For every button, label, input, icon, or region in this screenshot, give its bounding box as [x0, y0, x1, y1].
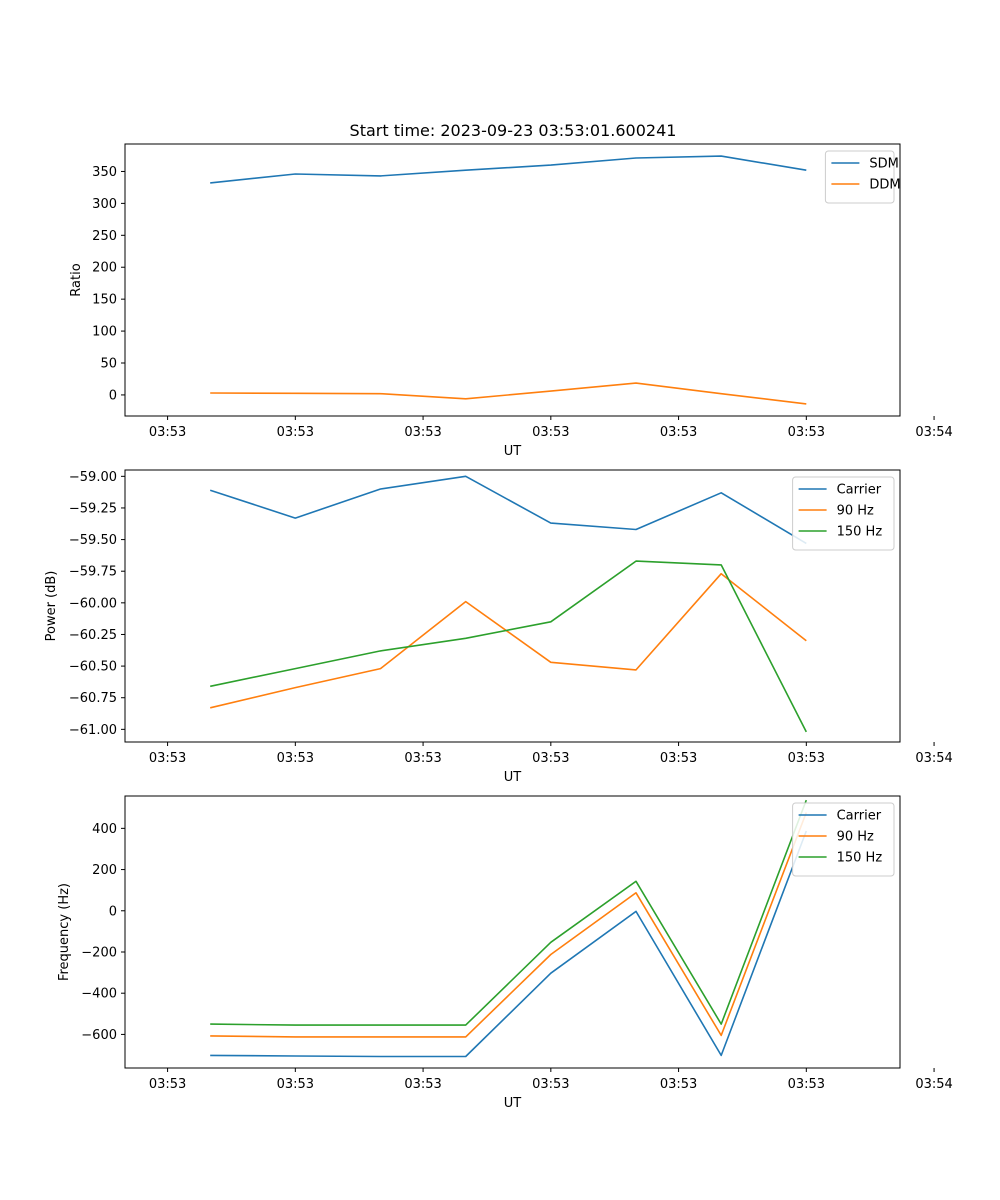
y-tick-label: 350	[92, 165, 117, 180]
x-tick-label: 03:54	[915, 751, 952, 766]
y-tick-label: −200	[81, 945, 117, 960]
y-tick-label: 100	[92, 325, 117, 340]
legend-label: DDM	[869, 178, 900, 193]
x-tick-label: 03:53	[277, 1077, 314, 1092]
y-tick-label: 200	[92, 863, 117, 878]
y-tick-label: −59.00	[69, 470, 117, 485]
x-tick-label: 03:53	[404, 751, 441, 766]
chart-panel-2: 03:53 03:53 03:53 03:53 03:53 03:53 03:54 −61.0…	[44, 469, 953, 785]
legend-label: Carrier	[837, 809, 882, 824]
y-tick-label: 300	[92, 197, 117, 212]
y-tick-label: 0	[109, 904, 117, 919]
series-line-ddm	[210, 382, 807, 405]
series-line-carrier	[210, 830, 808, 1058]
x-tick-label: 03:53	[532, 1077, 569, 1092]
series-line-150-hz	[210, 799, 808, 1026]
series-line-sdm	[210, 155, 807, 184]
x-tick-label: 03:54	[915, 1077, 952, 1092]
x-tick-label: 03:53	[788, 1077, 825, 1092]
y-tick-label: −59.25	[69, 501, 117, 516]
legend-label: 90 Hz	[837, 504, 874, 519]
x-tick-label: 03:53	[532, 425, 569, 440]
x-tick-label: 03:53	[660, 751, 697, 766]
y-tick-label: 50	[100, 357, 117, 372]
legend-label: SDM	[869, 157, 898, 172]
y-axis-label: Frequency (Hz)	[57, 883, 72, 981]
x-axis-label: UT	[504, 1096, 522, 1111]
axes-frame	[124, 795, 901, 1069]
legend: SDM DDM	[824, 150, 901, 204]
series-line-90-hz	[210, 572, 807, 709]
figure-title: Start time: 2023-09-23 03:53:01.600241	[350, 121, 677, 140]
series-line-carrier	[209, 475, 807, 545]
x-tick-label: 03:53	[788, 751, 825, 766]
legend: Carrier 90 Hz 150 Hz	[792, 476, 895, 551]
axes-frame	[124, 469, 901, 743]
y-tick-label: 0	[109, 388, 117, 403]
legend-label: 90 Hz	[837, 830, 874, 845]
x-tick-label: 03:53	[660, 1077, 697, 1092]
series-lines	[210, 799, 808, 1058]
x-tick-label: 03:53	[149, 425, 186, 440]
legend-label: 150 Hz	[837, 525, 883, 540]
y-tick-label: −60.25	[69, 628, 117, 643]
series-line-90-hz	[210, 812, 808, 1038]
x-tick-label: 03:53	[149, 751, 186, 766]
y-tick-label: 250	[92, 229, 117, 244]
x-tick-label: 03:53	[277, 751, 314, 766]
y-tick-label: 150	[92, 293, 117, 308]
legend-label: Carrier	[837, 483, 882, 498]
x-axis-label: UT	[504, 770, 522, 785]
x-tick-label: 03:53	[788, 425, 825, 440]
x-tick-label: 03:53	[404, 1077, 441, 1092]
chart-panels: 03:53 03:53 03:53 03:53 03:53 03:53 03:54 0 50 10…	[44, 143, 953, 1111]
series-lines	[210, 155, 807, 405]
y-tick-label: −60.50	[69, 660, 117, 675]
legend-label: 150 Hz	[837, 851, 883, 866]
y-axis-label: Ratio	[69, 263, 84, 296]
y-tick-label: −59.75	[69, 565, 117, 580]
axes-frame	[124, 143, 901, 417]
x-tick-label: 03:53	[404, 425, 441, 440]
x-tick-label: 03:53	[660, 425, 697, 440]
y-tick-label: −60.75	[69, 691, 117, 706]
y-axis-label: Power (dB)	[44, 571, 59, 642]
y-tick-label: −600	[81, 1028, 117, 1043]
x-tick-label: 03:53	[532, 751, 569, 766]
series-lines	[209, 475, 808, 733]
x-tick-label: 03:53	[277, 425, 314, 440]
y-tick-label: −400	[81, 987, 117, 1002]
x-tick-label: 03:54	[915, 425, 952, 440]
chart-panel-3: 03:53 03:53 03:53 03:53 03:53 03:53 03:54 −600 −…	[57, 795, 953, 1111]
x-tick-label: 03:53	[149, 1077, 186, 1092]
y-tick-label: −59.50	[69, 533, 117, 548]
chart-panel-1: 03:53 03:53 03:53 03:53 03:53 03:53 03:54 0 50 10…	[69, 143, 953, 459]
y-tick-label: 200	[92, 261, 117, 276]
y-tick-label: 400	[92, 822, 117, 837]
legend-box	[824, 150, 895, 204]
y-tick-label: −61.00	[69, 723, 117, 738]
x-axis-label: UT	[504, 444, 522, 459]
legend: Carrier 90 Hz 150 Hz	[792, 802, 895, 877]
y-tick-label: −60.00	[69, 596, 117, 611]
series-line-150-hz	[210, 560, 808, 733]
